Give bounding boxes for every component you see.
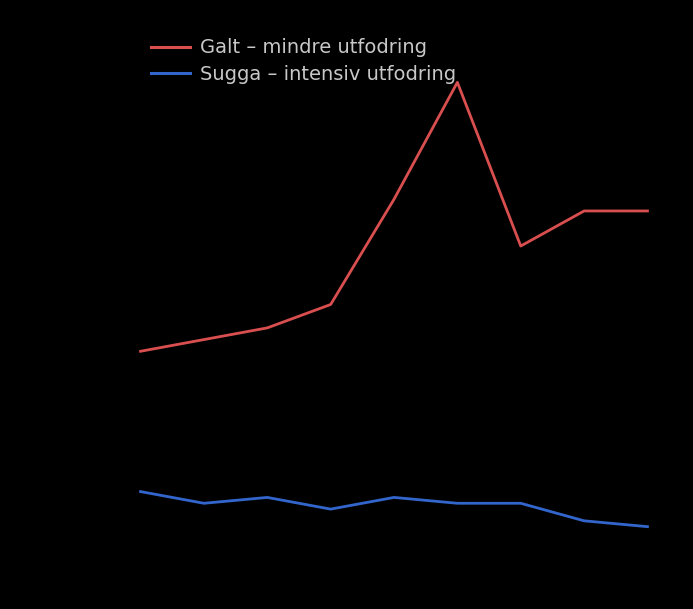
Legend: Galt – mindre utfodring, Sugga – intensiv utfodring: Galt – mindre utfodring, Sugga – intensi… bbox=[143, 30, 464, 92]
